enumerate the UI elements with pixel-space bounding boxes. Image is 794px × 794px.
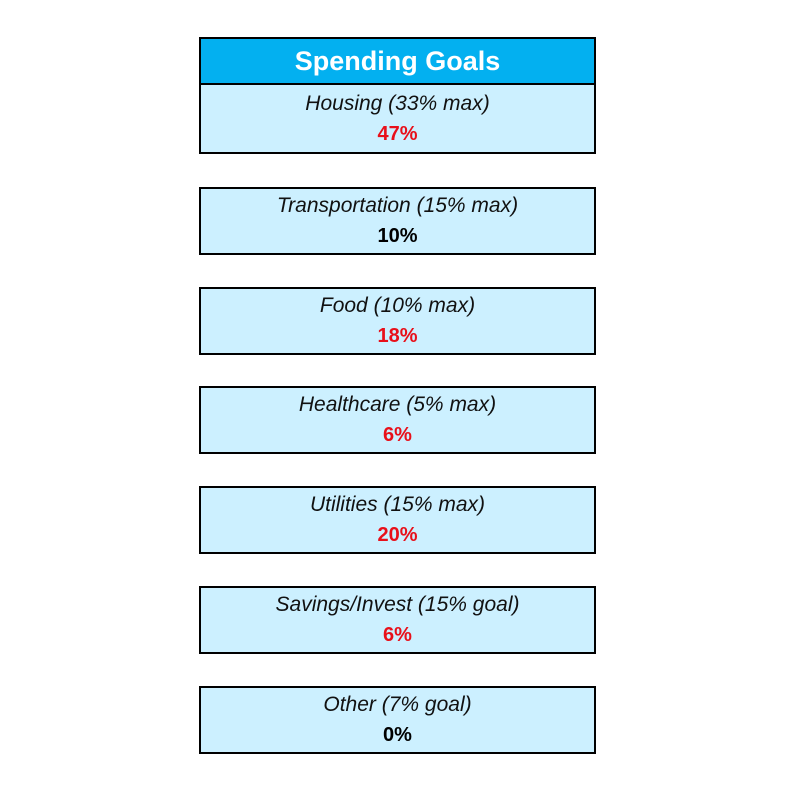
goal-transportation: Transportation (15% max) 10% [199,187,596,255]
goal-value: 6% [383,424,412,446]
goal-value: 6% [383,624,412,646]
goal-healthcare: Healthcare (5% max) 6% [199,386,596,454]
header-title: Spending Goals [294,45,501,76]
goal-label: Savings/Invest (15% goal) [275,593,520,616]
goal-value: 10% [377,225,418,247]
goal-food: Food (10% max) 18% [199,287,596,355]
goal-label: Transportation (15% max) [276,194,519,217]
goal-label: Other (7% goal) [323,693,472,716]
goal-label: Healthcare (5% max) [298,393,497,416]
goal-housing: Housing (33% max) 47% [199,85,596,154]
goal-other: Other (7% goal) 0% [199,686,596,754]
goal-value: 20% [377,524,418,546]
goal-utilities: Utilities (15% max) 20% [199,486,596,554]
goal-value: 0% [383,724,412,746]
goal-value: 18% [377,325,418,347]
goal-label: Utilities (15% max) [309,493,486,516]
goal-label: Food (10% max) [319,294,476,317]
spending-goals-header: Spending Goals [199,37,596,85]
goal-label: Housing (33% max) [305,91,490,115]
goal-savings-invest: Savings/Invest (15% goal) 6% [199,586,596,654]
goal-value: 47% [377,122,418,145]
